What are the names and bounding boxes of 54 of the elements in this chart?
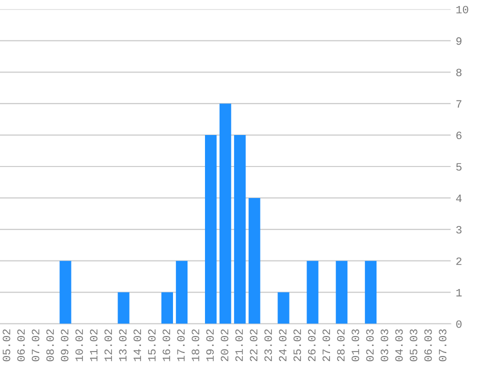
bar	[60, 260, 72, 324]
y-tick-label: 10	[456, 6, 468, 14]
bar	[161, 292, 174, 324]
x-tick-label: 07.02	[32, 329, 40, 362]
bar	[234, 135, 246, 324]
x-tick-label: 26.02	[308, 329, 316, 362]
x-tick-label: 09.02	[60, 329, 68, 362]
x-tick-label: 22.02	[250, 329, 258, 362]
bar	[118, 292, 130, 324]
y-tick-label: 2	[456, 257, 462, 265]
y-tick-label: 3	[456, 226, 462, 234]
x-tick-label: 03.03	[380, 329, 388, 362]
y-tick-label: 6	[456, 132, 462, 140]
x-tick-label: 16.02	[162, 329, 170, 362]
y-tick-label: 4	[456, 194, 462, 202]
x-tick-label: 19.02	[206, 329, 214, 362]
x-tick-label: 13.02	[119, 329, 127, 362]
bar	[204, 135, 217, 324]
x-tick-label: 15.02	[148, 329, 156, 362]
y-tick-label: 7	[456, 100, 462, 108]
x-tick-label: 21.02	[235, 329, 243, 362]
bar	[278, 292, 290, 324]
x-tick-label: 06.02	[17, 329, 25, 362]
x-tick-label: 08.02	[46, 329, 54, 362]
y-tick-label: 8	[456, 68, 462, 76]
y-tick-label: 0	[456, 320, 462, 328]
bar	[176, 260, 188, 324]
x-tick-label: 12.02	[104, 329, 112, 362]
x-tick-label: 01.03	[352, 329, 360, 362]
bar	[248, 198, 260, 324]
bar	[336, 260, 348, 324]
x-tick-label: 24.02	[278, 329, 286, 362]
y-tick-label: 5	[456, 163, 462, 171]
x-tick-label: 07.03	[438, 329, 446, 362]
x-tick-label: 25.02	[293, 329, 302, 362]
x-tick-label: 02.03	[366, 329, 374, 362]
x-tick-label: 27.02	[322, 329, 330, 362]
x-tick-label: 20.02	[220, 329, 228, 362]
bar	[220, 104, 232, 324]
x-tick-label: 06.03	[424, 329, 432, 362]
x-tick-label: 11.02	[90, 329, 98, 362]
bar	[306, 260, 318, 324]
x-tick-label: 28.02	[337, 329, 345, 362]
y-tick-label: 9	[456, 37, 462, 45]
x-tick-label: 17.02	[177, 329, 185, 362]
x-tick-label: 10.02	[75, 329, 83, 362]
x-tick-label: 23.02	[264, 329, 272, 362]
bar	[364, 260, 377, 324]
x-tick-label: 04.03	[395, 329, 403, 362]
y-tick-label: 1	[456, 289, 462, 296]
x-tick-label: 14.02	[134, 329, 142, 362]
x-tick-label: 18.02	[192, 329, 200, 362]
x-tick-label: 05.03	[410, 329, 418, 362]
x-tick-label: 05.02	[2, 329, 10, 362]
